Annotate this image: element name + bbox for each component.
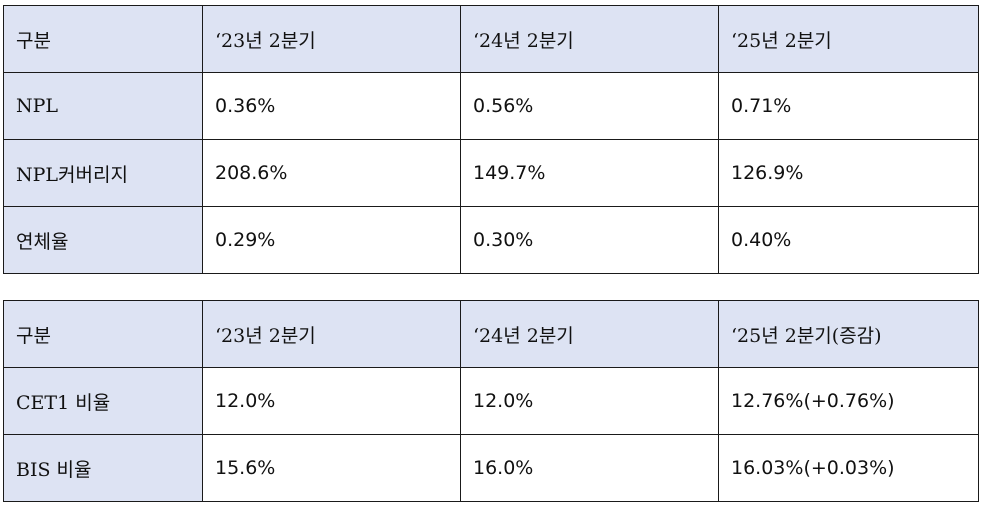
header-cell-2024q2: ‘24년 2분기 [460, 5, 719, 73]
value-cell: 0.30% [460, 206, 719, 274]
asset-quality-table: 구분 ‘23년 2분기 ‘24년 2분기 ‘25년 2분기 NPL 0.36% … [3, 5, 979, 274]
table-row-delinquency: 연체율 0.29% 0.30% 0.40% [3, 206, 979, 274]
header-cell-2025q2-change: ‘25년 2분기(증감) [718, 300, 979, 368]
value-cell: 12.0% [460, 367, 719, 435]
value-cell: 126.9% [718, 139, 979, 207]
header-cell-category: 구분 [3, 5, 203, 73]
header-cell-2023q2: ‘23년 2분기 [202, 300, 461, 368]
value-cell: 0.36% [202, 72, 461, 140]
value-cell: 12.0% [202, 367, 461, 435]
value-cell: 16.0% [460, 434, 719, 502]
value-cell: 12.76%(+0.76%) [718, 367, 979, 435]
row-label: BIS 비율 [3, 434, 203, 502]
table-header-row: 구분 ‘23년 2분기 ‘24년 2분기 ‘25년 2분기 [3, 5, 979, 73]
value-cell: 16.03%(+0.03%) [718, 434, 979, 502]
header-cell-2025q2: ‘25년 2분기 [718, 5, 979, 73]
value-cell: 0.56% [460, 72, 719, 140]
row-label: NPL커버리지 [3, 139, 203, 207]
value-cell: 15.6% [202, 434, 461, 502]
value-cell: 0.29% [202, 206, 461, 274]
row-label: NPL [3, 72, 203, 140]
row-label: CET1 비율 [3, 367, 203, 435]
table-row-npl: NPL 0.36% 0.56% 0.71% [3, 72, 979, 140]
capital-ratio-table: 구분 ‘23년 2분기 ‘24년 2분기 ‘25년 2분기(증감) CET1 비… [3, 300, 979, 502]
value-cell: 0.71% [718, 72, 979, 140]
value-cell: 149.7% [460, 139, 719, 207]
table-row-npl-coverage: NPL커버리지 208.6% 149.7% 126.9% [3, 139, 979, 207]
value-cell: 0.40% [718, 206, 979, 274]
table-row-cet1: CET1 비율 12.0% 12.0% 12.76%(+0.76%) [3, 367, 979, 435]
value-cell: 208.6% [202, 139, 461, 207]
header-cell-2023q2: ‘23년 2분기 [202, 5, 461, 73]
table-header-row: 구분 ‘23년 2분기 ‘24년 2분기 ‘25년 2분기(증감) [3, 300, 979, 368]
header-cell-2024q2: ‘24년 2분기 [460, 300, 719, 368]
table-row-bis: BIS 비율 15.6% 16.0% 16.03%(+0.03%) [3, 434, 979, 502]
row-label: 연체율 [3, 206, 203, 274]
header-cell-category: 구분 [3, 300, 203, 368]
